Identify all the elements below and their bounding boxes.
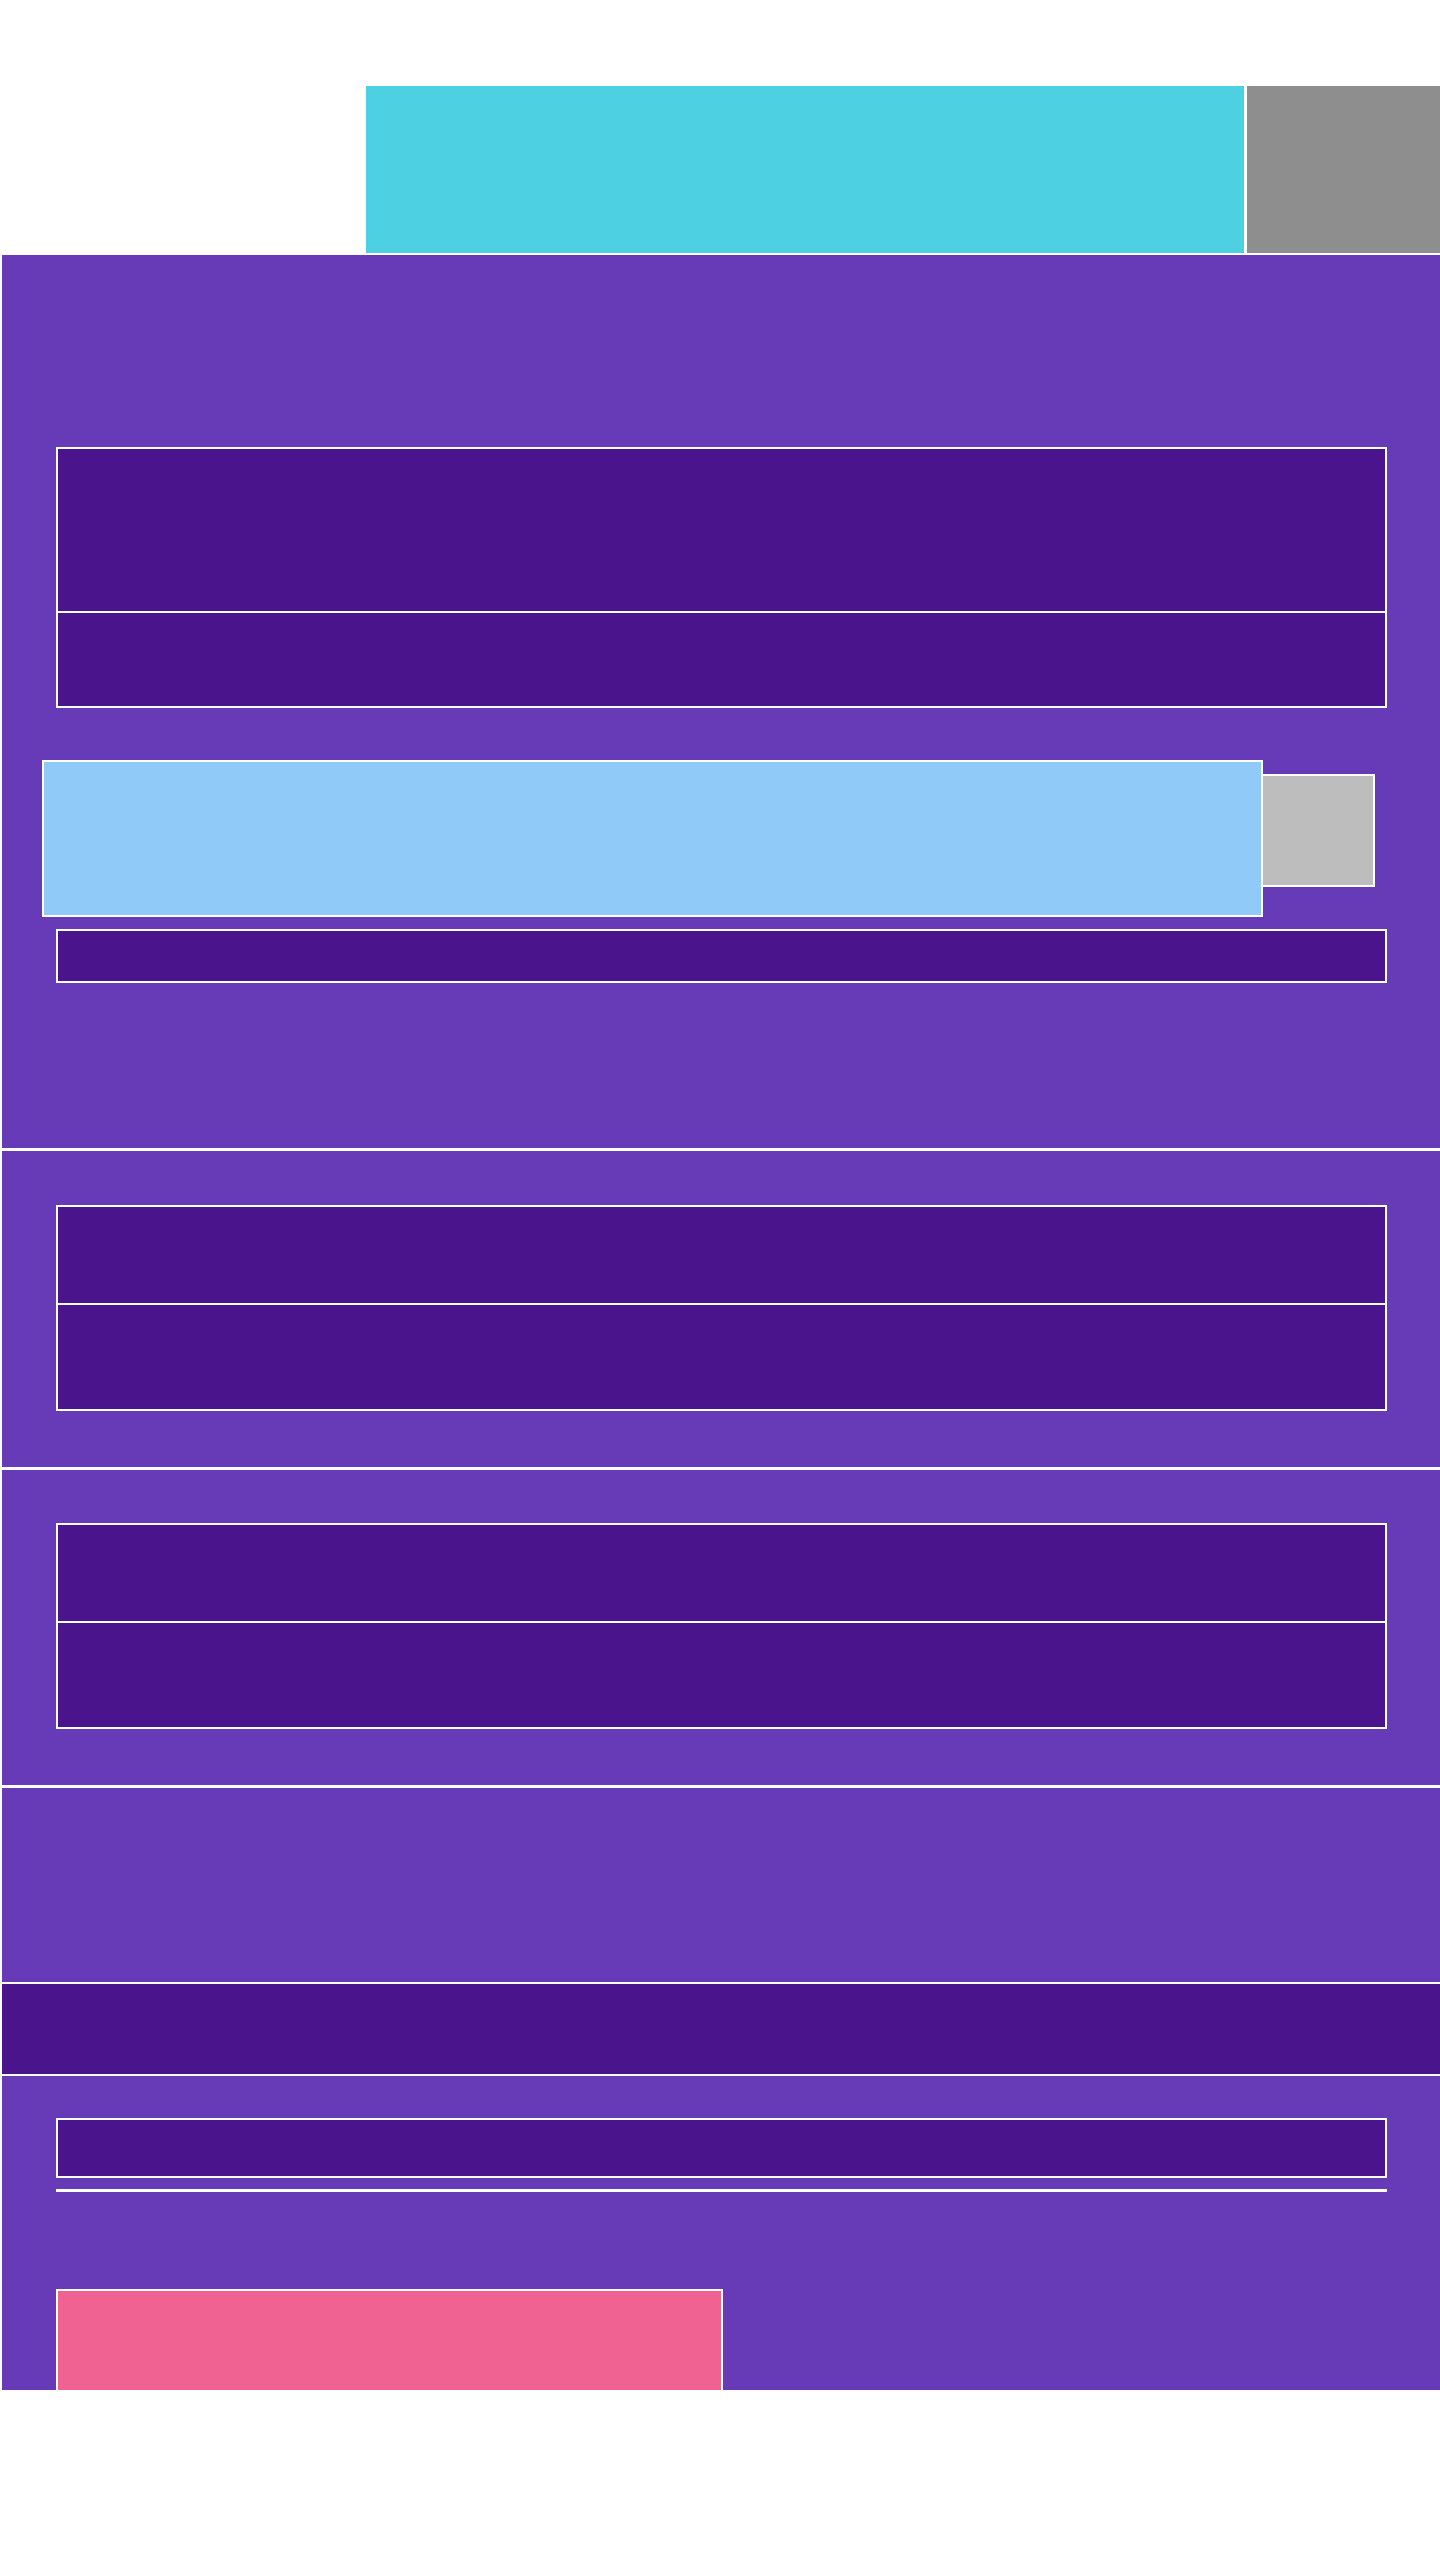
section-3-card-body[interactable] [56,1621,1387,1729]
section-1-card-body[interactable] [56,611,1387,708]
section-2-card-header[interactable] [56,1205,1387,1305]
pink-action-button[interactable] [56,2289,723,2390]
section-5-input-bar[interactable] [56,2118,1387,2178]
header-accent-block [366,86,1244,253]
section-divider-1 [2,1148,1440,1151]
section-3-card-header[interactable] [56,1523,1387,1623]
section-2-card-body[interactable] [56,1303,1387,1411]
section-1-card-header[interactable] [56,447,1387,613]
section-divider-2 [2,1467,1440,1470]
section-4-dark-bar[interactable] [2,1982,1440,2076]
header-menu-button[interactable] [1244,86,1440,253]
section-divider-3 [2,1785,1440,1788]
section-5-underline [56,2189,1387,2192]
section-1-thin-bar[interactable] [56,929,1387,983]
side-action-button[interactable] [1263,774,1375,887]
highlighted-input-field[interactable] [42,760,1263,917]
